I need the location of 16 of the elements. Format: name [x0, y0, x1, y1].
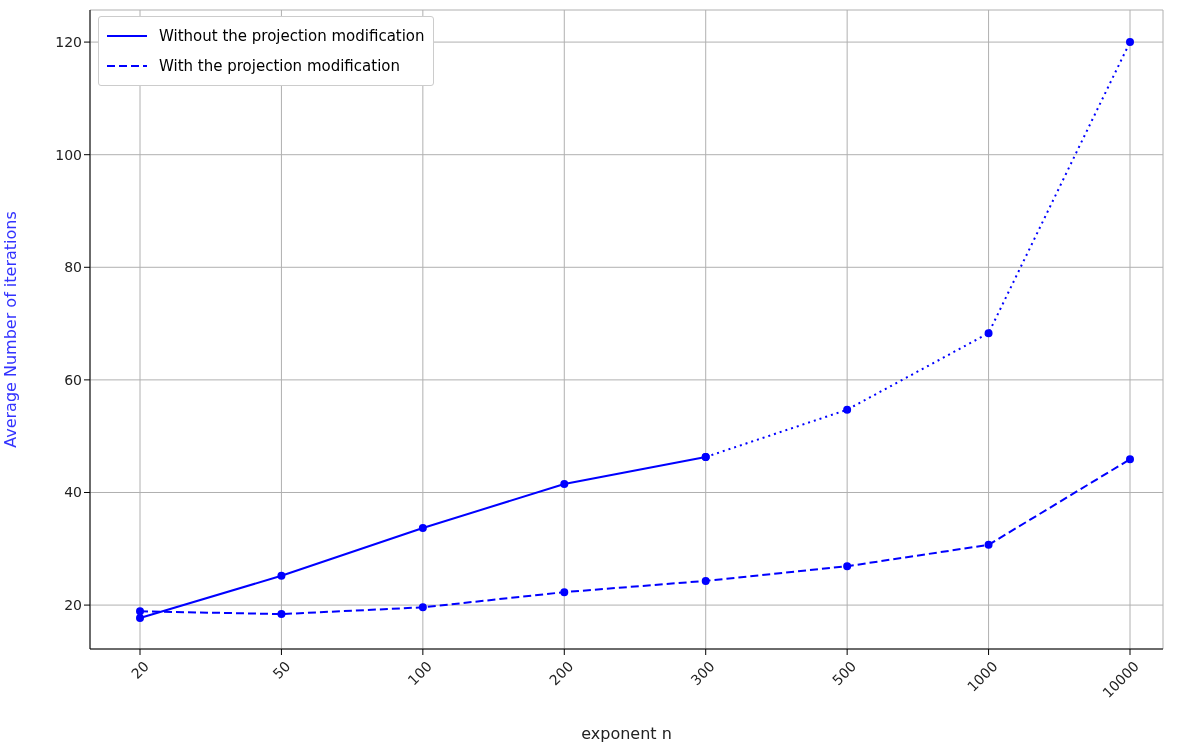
legend-label: Without the projection modification — [159, 27, 425, 45]
x-tick-label: 100 — [404, 658, 435, 689]
x-tick-label: 20 — [128, 658, 153, 682]
y-tick-label: 40 — [64, 484, 82, 501]
y-tick-label: 60 — [64, 371, 82, 388]
x-axis-title: exponent n — [581, 724, 672, 743]
y-tick-label: 120 — [55, 34, 82, 51]
x-tick-label: 300 — [687, 658, 718, 689]
legend-label: With the projection modification — [159, 57, 400, 75]
x-tick-label: 500 — [828, 658, 860, 689]
x-tick-label: 50 — [269, 658, 294, 682]
y-axis-title: Average Number of iterations — [0, 211, 20, 448]
x-tick-label: 200 — [546, 658, 577, 689]
y-tick-label: 80 — [64, 259, 82, 276]
y-tick-label: 100 — [55, 146, 82, 163]
y-tick-label: 20 — [64, 597, 82, 614]
